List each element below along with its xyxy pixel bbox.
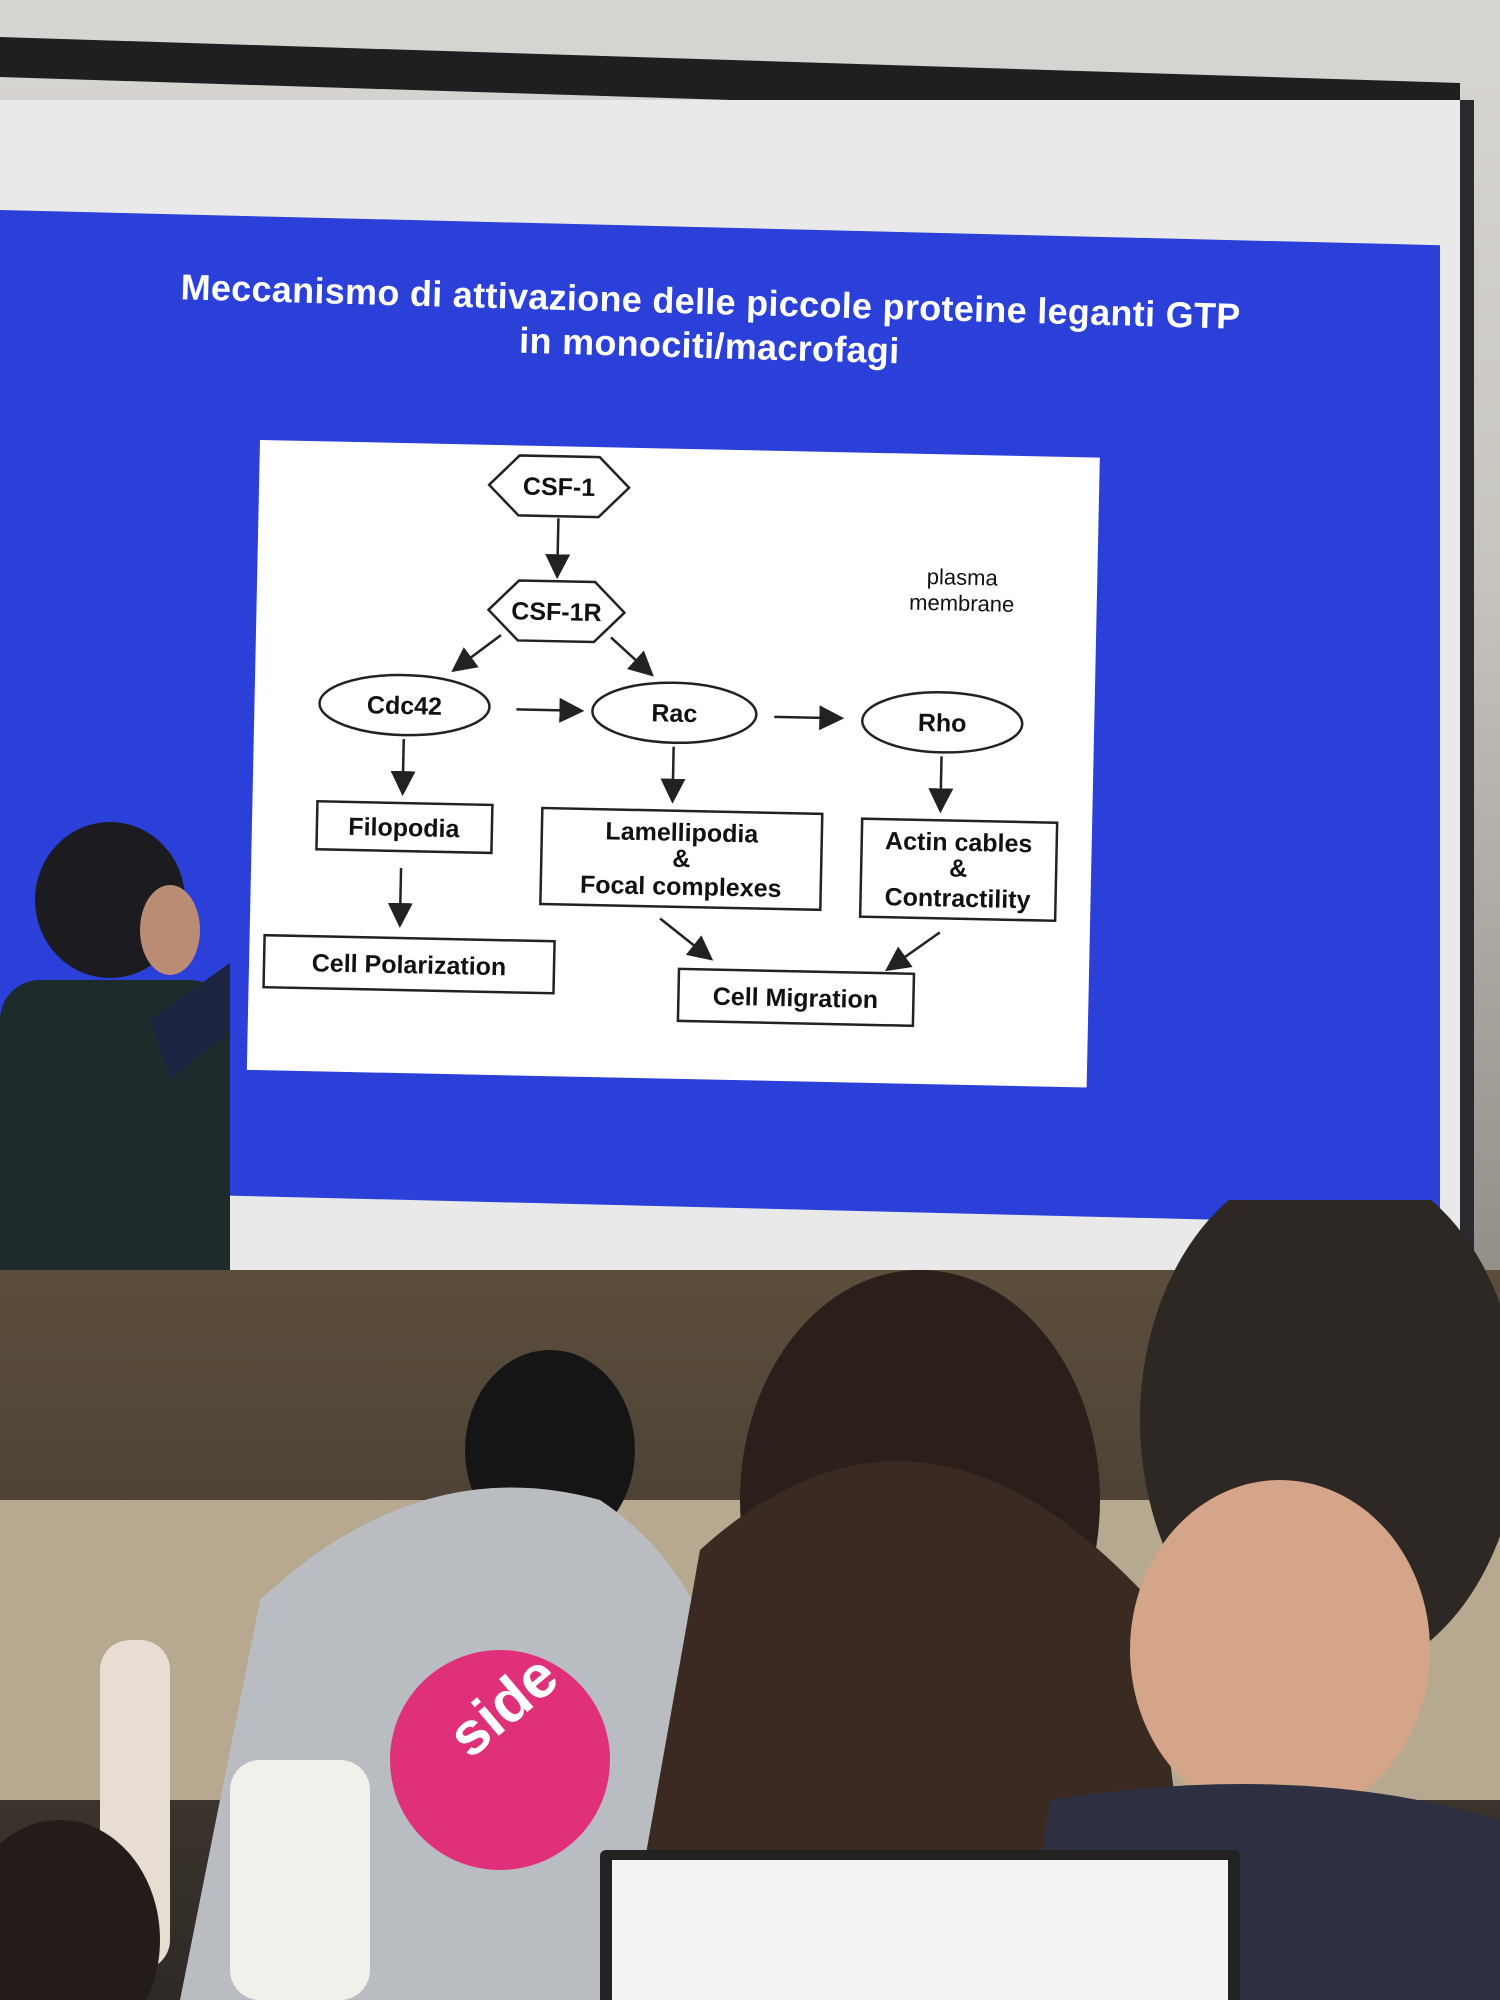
arrow-rac-lamellipodia (660, 746, 686, 804)
node-rho: Rho (861, 691, 1024, 754)
arrow-csf1-csf1r (545, 518, 571, 580)
membrane-label-line-2: membrane (909, 590, 1015, 617)
node-lamellipodia-line-1: Lamellipodia (605, 817, 759, 848)
node-filopodia: Filopodia (315, 800, 494, 855)
diagram-svg: CSF-1 CSF-1R plasma membrane Cdc42 Rac R… (262, 454, 1059, 1028)
node-csf1r: CSF-1R (486, 579, 627, 644)
audience: side (0, 1200, 1500, 2000)
node-filopodia-label: Filopodia (348, 813, 461, 843)
node-actin-line-1: Actin cables (885, 827, 1033, 858)
water-bottle-2 (230, 1760, 370, 2000)
student-neck-3 (1130, 1480, 1430, 1820)
node-cell-polarization-label: Cell Polarization (312, 949, 507, 981)
arrow-cdc42-filopodia (390, 739, 416, 797)
node-actin-cables: Actin cables & Contractility (858, 817, 1059, 923)
node-cdc42: Cdc42 (318, 673, 491, 737)
node-cdc42-label: Cdc42 (367, 691, 443, 721)
signaling-diagram: CSF-1 CSF-1R plasma membrane Cdc42 Rac R… (246, 440, 1100, 1088)
node-csf1r-label: CSF-1R (511, 597, 602, 627)
node-actin-line-3: Contractility (884, 883, 1031, 914)
node-lamellipodia: Lamellipodia & Focal complexes (539, 806, 824, 912)
arrow-rho-actin (928, 756, 954, 814)
student-head-4 (0, 1820, 160, 2000)
arrow-csf1r-rac (610, 636, 654, 677)
node-rac: Rac (591, 681, 758, 745)
hoodie-print (390, 1650, 610, 1870)
membrane-label-line-1: plasma (927, 564, 999, 590)
arrow-filopodia-polarization (387, 868, 413, 929)
node-csf1-label: CSF-1 (523, 473, 596, 503)
node-lamellipodia-line-2: & (672, 845, 691, 873)
node-lamellipodia-line-3: Focal complexes (580, 871, 782, 903)
node-cell-migration: Cell Migration (676, 967, 916, 1028)
node-cell-migration-label: Cell Migration (713, 983, 879, 1014)
arrow-csf1r-cdc42 (451, 634, 502, 673)
node-actin-line-2: & (949, 855, 968, 883)
node-rac-label: Rac (651, 699, 698, 728)
arrow-lamellipodia-migration (659, 917, 714, 961)
node-rho-label: Rho (918, 709, 967, 738)
arrow-actin-migration (884, 931, 941, 972)
laptop-screen (612, 1860, 1228, 2000)
arrow-cdc42-rac (516, 697, 585, 723)
laptop (600, 1850, 1240, 2000)
arrow-rac-rho (774, 705, 845, 731)
node-cell-polarization: Cell Polarization (262, 933, 556, 995)
node-csf1: CSF-1 (487, 454, 631, 519)
